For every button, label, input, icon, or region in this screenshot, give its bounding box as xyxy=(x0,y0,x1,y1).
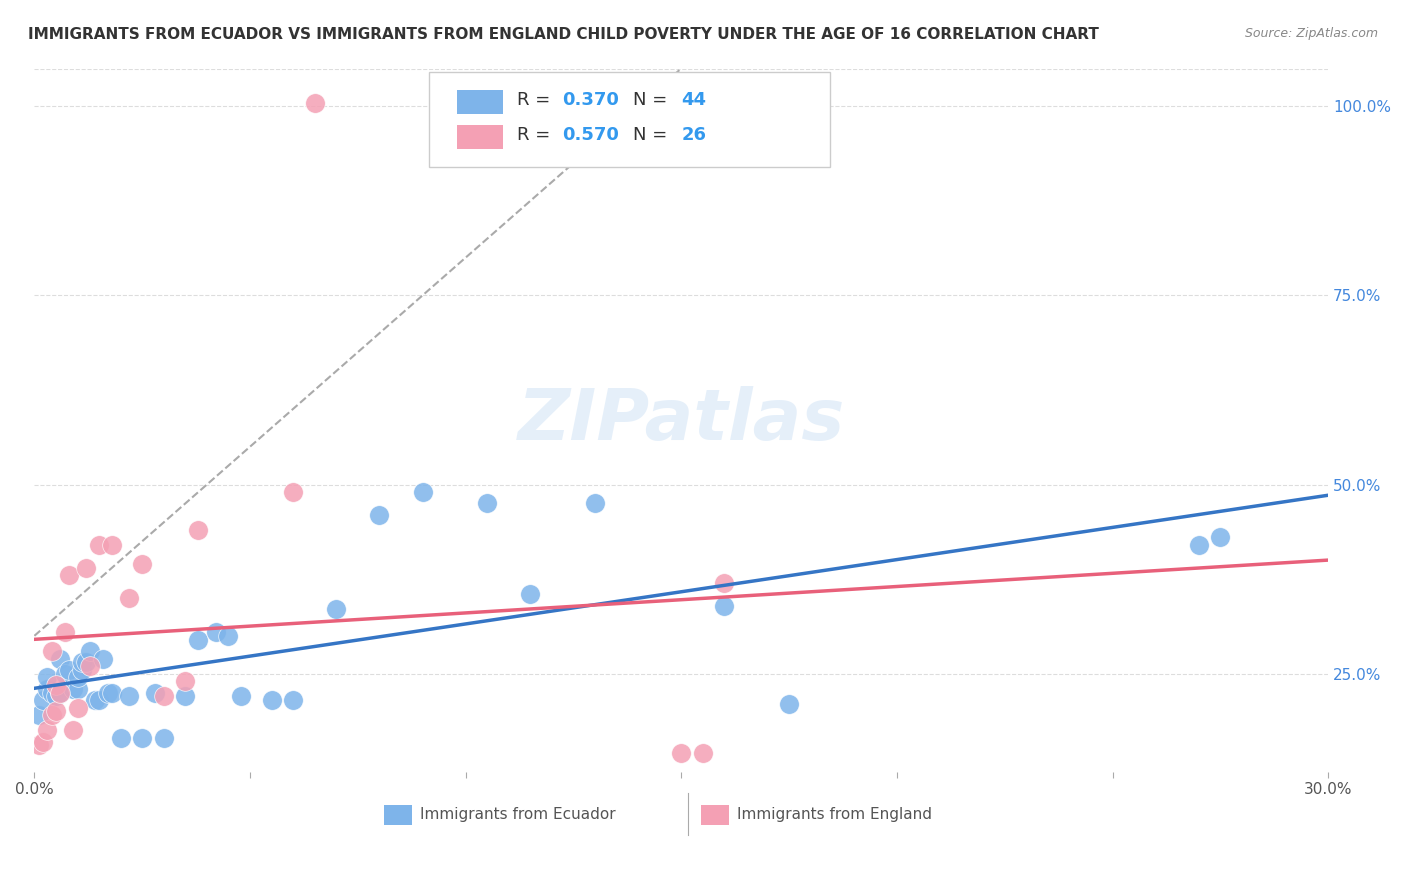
Text: Source: ZipAtlas.com: Source: ZipAtlas.com xyxy=(1244,27,1378,40)
Point xyxy=(79,659,101,673)
Point xyxy=(75,560,97,574)
Point xyxy=(118,591,141,605)
Point xyxy=(187,523,209,537)
Point xyxy=(32,693,55,707)
Point xyxy=(62,723,84,738)
Point xyxy=(45,678,67,692)
FancyBboxPatch shape xyxy=(429,72,830,167)
Point xyxy=(53,625,76,640)
FancyBboxPatch shape xyxy=(457,89,503,114)
Point xyxy=(778,697,800,711)
Point xyxy=(412,485,434,500)
Point xyxy=(174,690,197,704)
Point xyxy=(32,735,55,749)
Point xyxy=(231,690,253,704)
Point xyxy=(260,693,283,707)
Point xyxy=(1188,538,1211,552)
Point xyxy=(713,599,735,613)
Point xyxy=(66,670,89,684)
Point xyxy=(97,685,120,699)
Point xyxy=(66,700,89,714)
Point xyxy=(75,655,97,669)
Point xyxy=(101,538,124,552)
Point xyxy=(41,708,63,723)
Point xyxy=(66,681,89,696)
Text: R =: R = xyxy=(517,91,555,109)
FancyBboxPatch shape xyxy=(384,805,412,825)
Point xyxy=(281,485,304,500)
Point xyxy=(583,496,606,510)
FancyBboxPatch shape xyxy=(700,805,730,825)
Text: 0.570: 0.570 xyxy=(562,127,619,145)
Point xyxy=(45,690,67,704)
Text: ZIPatlas: ZIPatlas xyxy=(517,385,845,455)
Point xyxy=(217,629,239,643)
Point xyxy=(58,568,80,582)
Point xyxy=(325,602,347,616)
FancyBboxPatch shape xyxy=(457,125,503,150)
Point xyxy=(83,693,105,707)
Text: Immigrants from Ecuador: Immigrants from Ecuador xyxy=(420,806,616,822)
Point xyxy=(87,693,110,707)
Point xyxy=(79,644,101,658)
Text: R =: R = xyxy=(517,127,555,145)
Text: N =: N = xyxy=(633,127,673,145)
Point xyxy=(28,708,51,723)
Point xyxy=(93,651,115,665)
Text: IMMIGRANTS FROM ECUADOR VS IMMIGRANTS FROM ENGLAND CHILD POVERTY UNDER THE AGE O: IMMIGRANTS FROM ECUADOR VS IMMIGRANTS FR… xyxy=(28,27,1099,42)
Point xyxy=(671,746,693,760)
Point xyxy=(58,663,80,677)
Point xyxy=(37,670,59,684)
Point xyxy=(713,575,735,590)
Point xyxy=(304,95,326,110)
Point xyxy=(152,731,174,745)
Point xyxy=(110,731,132,745)
Point xyxy=(49,651,72,665)
Text: Immigrants from England: Immigrants from England xyxy=(737,806,932,822)
Point xyxy=(174,674,197,689)
Point xyxy=(53,666,76,681)
Point xyxy=(187,632,209,647)
Point xyxy=(87,538,110,552)
Point xyxy=(368,508,391,522)
Point xyxy=(41,685,63,699)
Point xyxy=(45,705,67,719)
Text: 44: 44 xyxy=(682,91,706,109)
Point xyxy=(281,693,304,707)
Point xyxy=(152,690,174,704)
Point xyxy=(131,731,153,745)
Text: 0.370: 0.370 xyxy=(562,91,619,109)
Point xyxy=(204,625,226,640)
Point xyxy=(477,496,499,510)
Point xyxy=(1209,531,1232,545)
Text: N =: N = xyxy=(633,91,673,109)
Point xyxy=(143,685,166,699)
Point xyxy=(37,681,59,696)
Point xyxy=(49,685,72,699)
Point xyxy=(41,644,63,658)
Point xyxy=(28,739,51,753)
Point xyxy=(519,587,541,601)
Point xyxy=(49,685,72,699)
Text: 26: 26 xyxy=(682,127,706,145)
Point xyxy=(70,663,93,677)
Point xyxy=(131,557,153,571)
Point xyxy=(70,655,93,669)
Point xyxy=(37,723,59,738)
Point xyxy=(118,690,141,704)
Point xyxy=(101,685,124,699)
Point xyxy=(62,681,84,696)
Point xyxy=(692,746,714,760)
